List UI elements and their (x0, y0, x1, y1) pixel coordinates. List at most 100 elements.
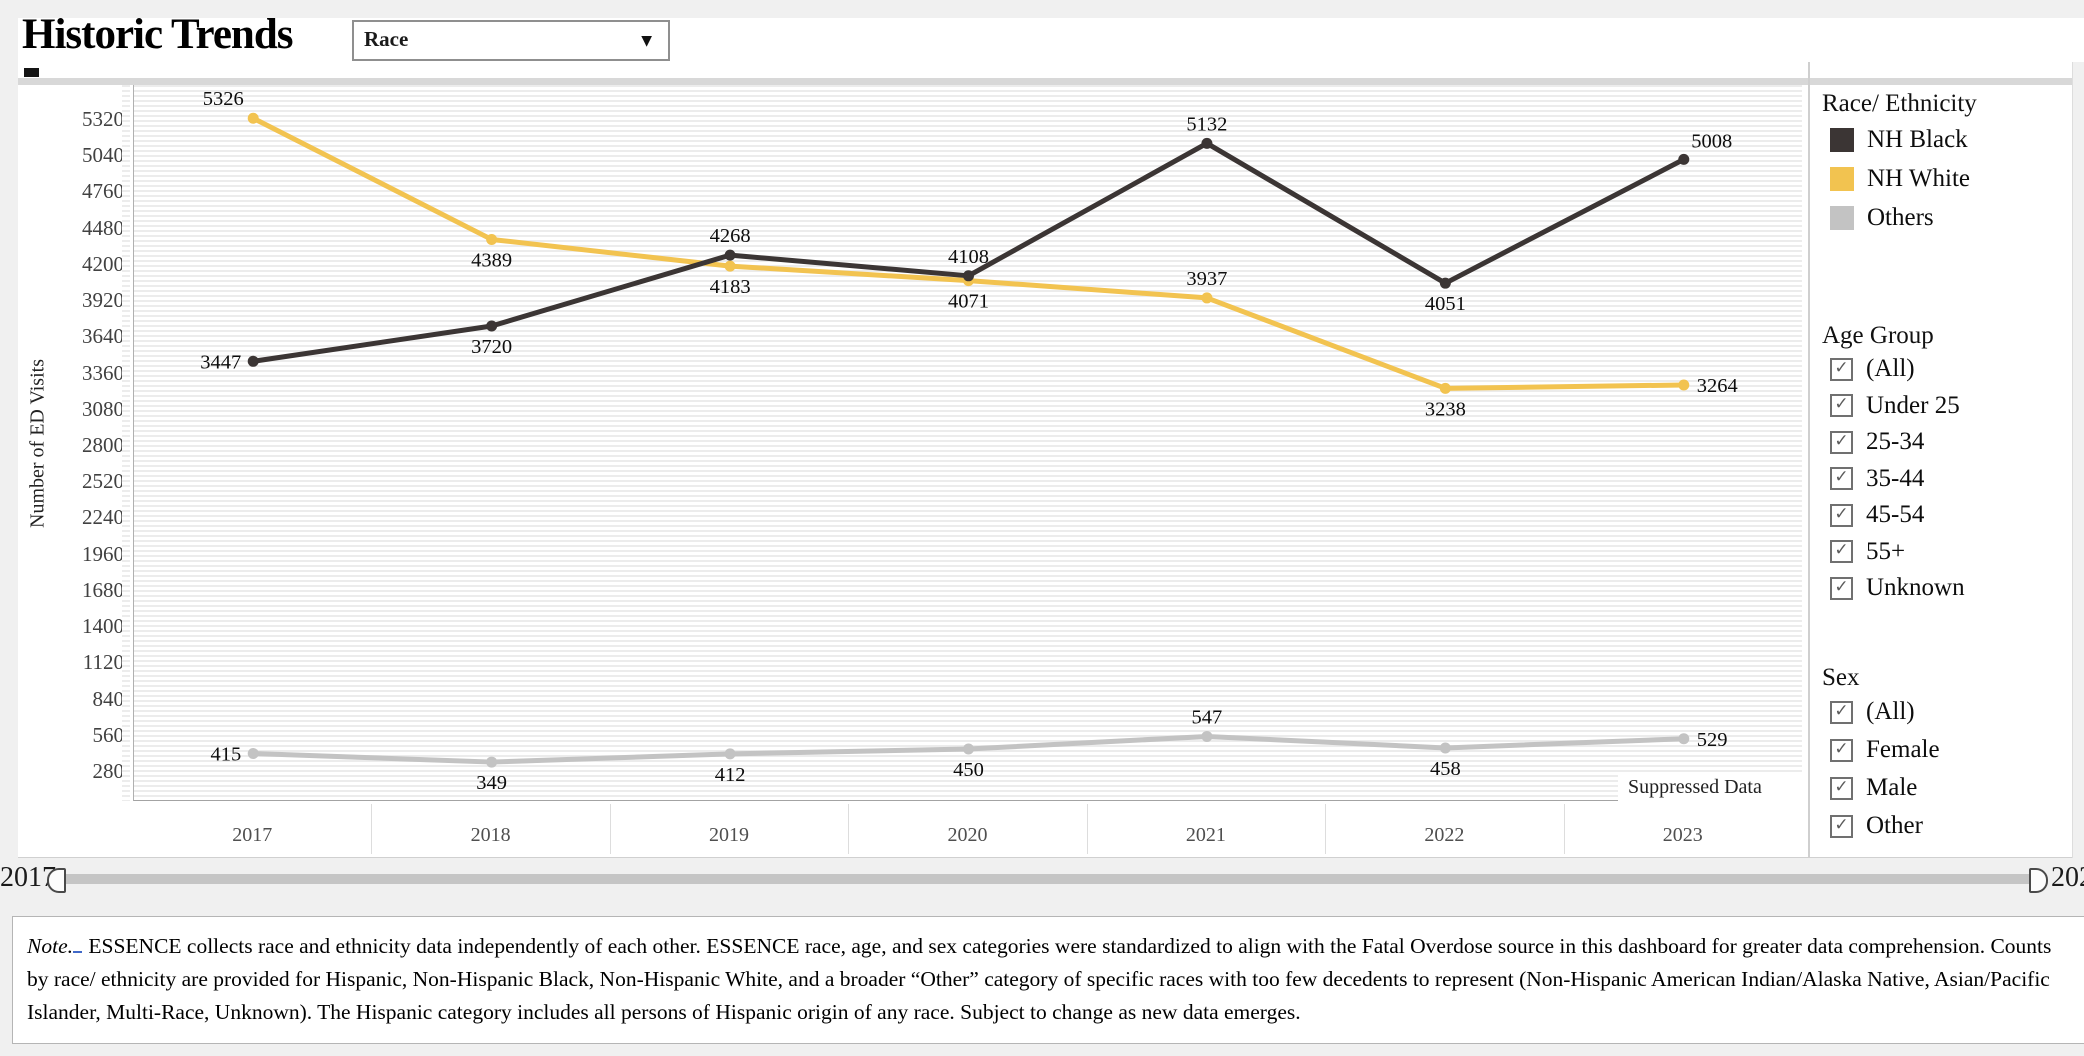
filter-option-sex--all-[interactable]: ✓ (All) (1830, 698, 1940, 725)
point-others-2018[interactable] (486, 756, 498, 768)
checkmark-icon: ✓ (1834, 776, 1849, 797)
header-band (18, 18, 2084, 62)
checkmark-icon: ✓ (1834, 576, 1849, 597)
legend-item-nh-black[interactable]: NH Black (1830, 126, 1970, 153)
point-others-2023[interactable] (1678, 733, 1690, 745)
right-gutter (2072, 62, 2084, 858)
legend-title: Race/ Ethnicity (1822, 90, 1977, 117)
filter-option-label: Unknown (1866, 574, 1965, 601)
checkbox-unknown[interactable]: ✓ (1830, 576, 1853, 600)
x-axis-year-label: 2023 (1662, 824, 1703, 846)
page-title: Historic Trends (22, 11, 293, 58)
y-tick-label: 1960 (82, 541, 124, 566)
legend-label: Others (1867, 204, 1934, 231)
filter-option-age-group-45-54[interactable]: ✓ 45-54 (1830, 501, 1965, 528)
y-axis-ruler-strip (122, 85, 130, 801)
label-nh-black-2017: 3447 (200, 351, 241, 373)
legend-swatch-nh-black (1830, 128, 1854, 152)
checkbox-35-44[interactable]: ✓ (1830, 467, 1853, 490)
filter-option-age-group-35-44[interactable]: ✓ 35-44 (1830, 464, 1965, 492)
checkbox--all-[interactable]: ✓ (1830, 357, 1853, 381)
y-tick-label: 2520 (82, 469, 124, 494)
filter-option-sex-male[interactable]: ✓ Male (1830, 774, 1940, 801)
y-tick-label: 560 (92, 722, 125, 747)
point-nh-black-2017[interactable] (247, 355, 259, 367)
point-others-2020[interactable] (963, 743, 974, 755)
checkbox-25-34[interactable]: ✓ (1830, 430, 1853, 454)
point-nh-white-2019[interactable] (724, 260, 736, 272)
filter-option-sex-female[interactable]: ✓ Female (1830, 736, 1940, 763)
note-prefix: Note. (27, 934, 73, 958)
filter-option-age-group-under-25[interactable]: ✓ Under 25 (1830, 391, 1965, 419)
point-nh-black-2019[interactable] (724, 249, 736, 261)
point-others-2022[interactable] (1439, 742, 1451, 754)
legend-swatch-nh-white (1830, 167, 1854, 191)
checkbox-45-54[interactable]: ✓ (1830, 503, 1853, 527)
point-nh-white-2022[interactable] (1439, 382, 1451, 394)
x-axis-separator (1086, 804, 1088, 854)
label-others-2023: 529 (1697, 729, 1728, 751)
checkbox-female[interactable]: ✓ (1830, 738, 1853, 762)
race-dropdown[interactable]: Race ▼ (352, 20, 670, 61)
label-nh-black-2020: 4108 (948, 246, 989, 268)
point-nh-white-2018[interactable] (486, 233, 498, 245)
checkmark-icon: ✓ (1834, 814, 1849, 835)
point-others-2017[interactable] (247, 748, 259, 760)
checkbox--all-[interactable]: ✓ (1830, 700, 1853, 724)
x-axis-year-label: 2020 (947, 824, 988, 846)
y-tick-label: 5320 (82, 107, 124, 132)
suppressed-data-note: Suppressed Data (1618, 774, 1808, 801)
label-nh-white-2020: 4071 (948, 291, 989, 313)
year-slider-track[interactable] (66, 874, 2029, 884)
checkmark-icon: ✓ (1834, 738, 1849, 759)
checkbox-male[interactable]: ✓ (1830, 776, 1853, 800)
y-tick-label: 3640 (82, 324, 124, 349)
checkbox-other[interactable]: ✓ (1830, 814, 1853, 838)
checkmark-icon: ✓ (1834, 394, 1849, 414)
filter-title-age-group: Age Group (1822, 322, 1934, 349)
point-nh-white-2023[interactable] (1678, 379, 1690, 391)
legend-item-nh-white[interactable]: NH White (1830, 165, 1970, 192)
year-slider-left-handle[interactable] (47, 868, 66, 893)
label-nh-white-2019: 4183 (710, 276, 751, 298)
filter-option-label: Other (1866, 812, 1923, 839)
slider-start-label: 2017 (0, 862, 56, 893)
x-axis-year-label: 2022 (1424, 824, 1465, 846)
filter-option-label: Female (1866, 736, 1940, 763)
point-nh-black-2023[interactable] (1678, 153, 1690, 165)
x-axis-separator (609, 804, 611, 854)
legend-item-others[interactable]: Others (1830, 204, 1970, 231)
point-others-2019[interactable] (724, 748, 736, 760)
checkmark-icon: ✓ (1834, 700, 1849, 721)
filter-option-sex-other[interactable]: ✓ Other (1830, 812, 1940, 839)
point-others-2021[interactable] (1201, 730, 1213, 742)
filter-option-age-group-55-[interactable]: ✓ 55+ (1830, 538, 1965, 565)
label-nh-black-2019: 4268 (710, 225, 751, 247)
filter-option-label: Under 25 (1866, 391, 1960, 419)
filter-option-age-group-25-34[interactable]: ✓ 25-34 (1830, 428, 1965, 455)
filter-option-age-group--all-[interactable]: ✓ (All) (1830, 355, 1965, 382)
point-nh-black-2020[interactable] (963, 270, 974, 282)
point-nh-black-2022[interactable] (1439, 277, 1451, 289)
x-axis-year-label: 2018 (470, 824, 511, 846)
point-nh-white-2017[interactable] (247, 112, 259, 124)
label-nh-white-2021: 3937 (1186, 268, 1227, 290)
trend-chart-svg: 415 349 412 450 547 458 529 5326 4389 4183 4071 393… (200, 88, 1738, 794)
label-nh-white-2017: 5326 (203, 88, 244, 110)
chevron-down-icon[interactable]: ▼ (641, 33, 652, 49)
year-slider-right-handle[interactable] (2029, 868, 2048, 893)
point-nh-black-2021[interactable] (1201, 137, 1213, 149)
point-nh-white-2021[interactable] (1201, 292, 1213, 304)
legend: NH Black NH White Others (1830, 126, 1970, 231)
y-tick-label: 1400 (82, 614, 124, 639)
slider-end-label: 2023 (2051, 862, 2084, 893)
filter-option-label: 35-44 (1866, 464, 1925, 492)
filter-title-sex: Sex (1822, 664, 1860, 691)
point-nh-black-2018[interactable] (486, 320, 498, 332)
y-tick-label: 4480 (82, 215, 124, 240)
filter-option-age-group-unknown[interactable]: ✓ Unknown (1830, 574, 1965, 601)
legend-swatch-others (1830, 206, 1854, 230)
checkbox-under-25[interactable]: ✓ (1830, 394, 1853, 417)
x-axis-separator (1325, 804, 1327, 854)
checkbox-55-[interactable]: ✓ (1830, 540, 1853, 563)
